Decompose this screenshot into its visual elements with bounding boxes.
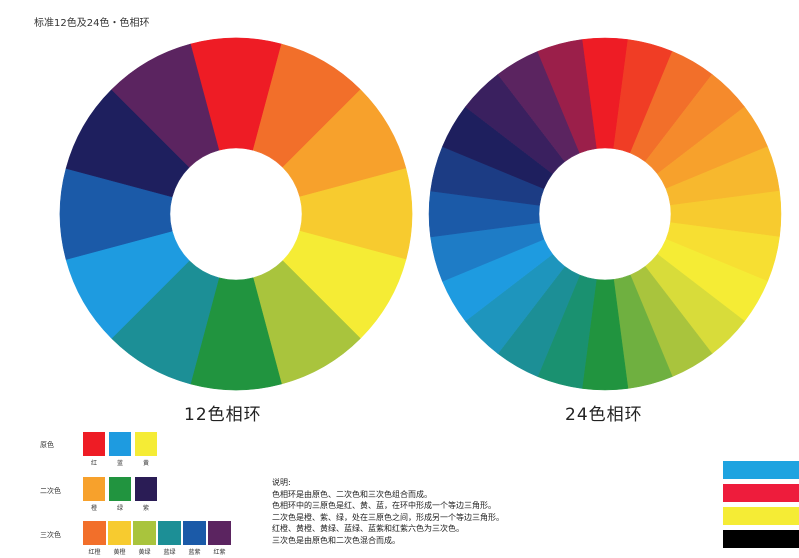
legend-swatch [183, 521, 206, 545]
legend-swatch-label: 橙 [90, 505, 97, 512]
legend-swatch [109, 477, 131, 501]
legend-secondary-label: 二次色 [40, 487, 61, 495]
legend-swatch-label: 绿 [116, 505, 123, 512]
notes-line: 色相环中的三原色是红、黄、蓝，在环中形成一个等边三角形。 [272, 501, 496, 510]
wheel-12-caption: 12色相环 [184, 405, 262, 425]
legend-swatch [158, 521, 181, 545]
color-wheel-24 [428, 37, 782, 391]
wheel-12-segment [111, 43, 220, 168]
legend-primary-label: 原色 [40, 441, 54, 449]
legend-swatch-label: 蓝 [116, 460, 123, 467]
color-bar [723, 507, 799, 525]
legend-swatch-label: 黄绿 [138, 549, 151, 556]
legend-swatch [83, 521, 106, 545]
legend-swatch-label: 红 [90, 460, 97, 467]
legend-swatch-label: 黄 [142, 460, 149, 467]
color-bars [723, 461, 799, 553]
notes: 说明: 色相环是由原色、二次色和三次色组合而成。 色相环中的三原色是红、黄、蓝，… [272, 477, 504, 546]
legend-swatch [83, 432, 105, 456]
legend-tertiary-label: 三次色 [40, 531, 61, 539]
legend-swatch [133, 521, 156, 545]
notes-heading: 说明: [272, 478, 291, 487]
legend-swatch [208, 521, 231, 545]
wheel-24-caption: 24色相环 [565, 405, 643, 425]
color-bar [723, 461, 799, 479]
page-title: 标准12色及24色・色相环 [34, 18, 150, 29]
legend-swatch [109, 432, 131, 456]
legend-swatch [108, 521, 131, 545]
legend-swatch-label: 蓝绿 [163, 549, 176, 556]
legend-swatch-label: 红紫 [213, 549, 226, 556]
legend-swatch-label: 紫 [142, 505, 149, 512]
color-bar [723, 530, 799, 548]
legend-swatch-label: 黄橙 [113, 549, 126, 556]
wheel-24-segment [537, 39, 597, 154]
notes-line: 三次色是由原色和二次色混合而成。 [272, 535, 400, 545]
notes-line: 色相环是由原色、二次色和三次色组合而成。 [272, 489, 432, 499]
legend-swatch-label: 红橙 [88, 549, 101, 556]
legend-swatch-label: 蓝紫 [188, 549, 201, 556]
notes-line: 红橙、黄橙、黄绿、蓝绿、蓝紫和红紫六色为三次色。 [272, 524, 464, 533]
notes-line: 二次色是橙、紫、绿，处在三原色之间，形成另一个等边三角形。 [272, 512, 504, 522]
legend-swatch [135, 432, 157, 456]
color-wheel-12 [59, 37, 413, 391]
color-bar [723, 484, 799, 502]
legend-swatch [135, 477, 157, 501]
legend-swatch [83, 477, 105, 501]
